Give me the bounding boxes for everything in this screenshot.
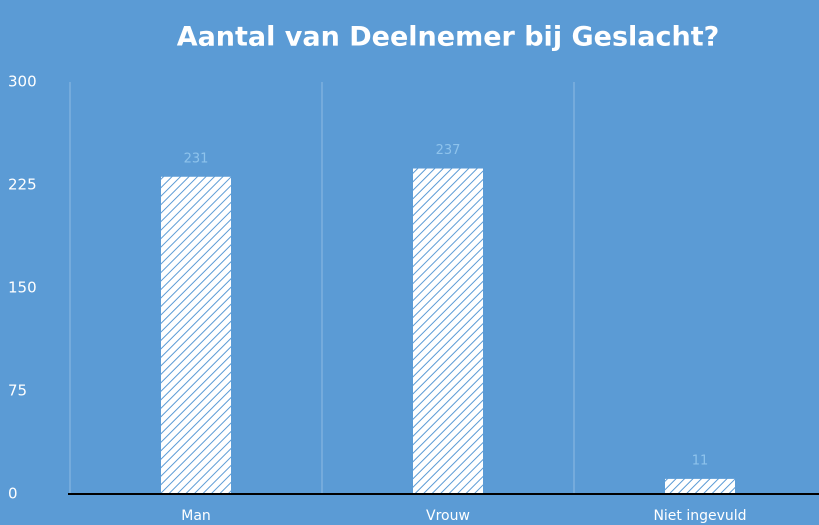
x-tick-label: Man: [181, 508, 211, 524]
bar: [161, 176, 231, 494]
y-tick-label: 300: [8, 73, 37, 91]
data-label: 11: [692, 453, 709, 468]
data-label: 231: [184, 151, 209, 166]
y-tick-label: 0: [8, 485, 18, 503]
y-tick-label: 150: [8, 279, 37, 297]
bar: [413, 168, 483, 494]
x-tick-label: Vrouw: [426, 508, 470, 524]
y-tick-label: 75: [8, 382, 27, 400]
bar: [665, 478, 735, 494]
chart-title: Aantal van Deelnemer bij Geslacht?: [177, 22, 720, 53]
y-tick-label: 225: [8, 176, 37, 194]
data-label: 237: [436, 143, 461, 158]
x-tick-label: Niet ingevuld: [653, 508, 746, 524]
